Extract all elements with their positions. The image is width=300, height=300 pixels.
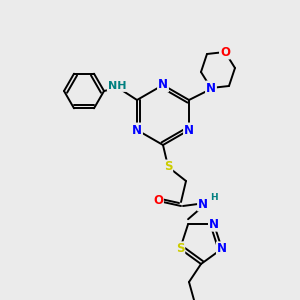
Text: O: O: [153, 194, 163, 208]
Text: N: N: [184, 124, 194, 136]
Text: O: O: [220, 46, 230, 59]
Text: N: N: [217, 242, 227, 255]
Text: N: N: [158, 79, 168, 92]
Text: S: S: [176, 242, 184, 255]
Text: N: N: [132, 124, 142, 136]
Text: N: N: [206, 82, 216, 94]
Text: N: N: [198, 197, 208, 211]
Text: N: N: [209, 218, 219, 231]
Text: S: S: [164, 160, 172, 173]
Text: H: H: [210, 193, 218, 202]
Text: NH: NH: [108, 81, 126, 91]
